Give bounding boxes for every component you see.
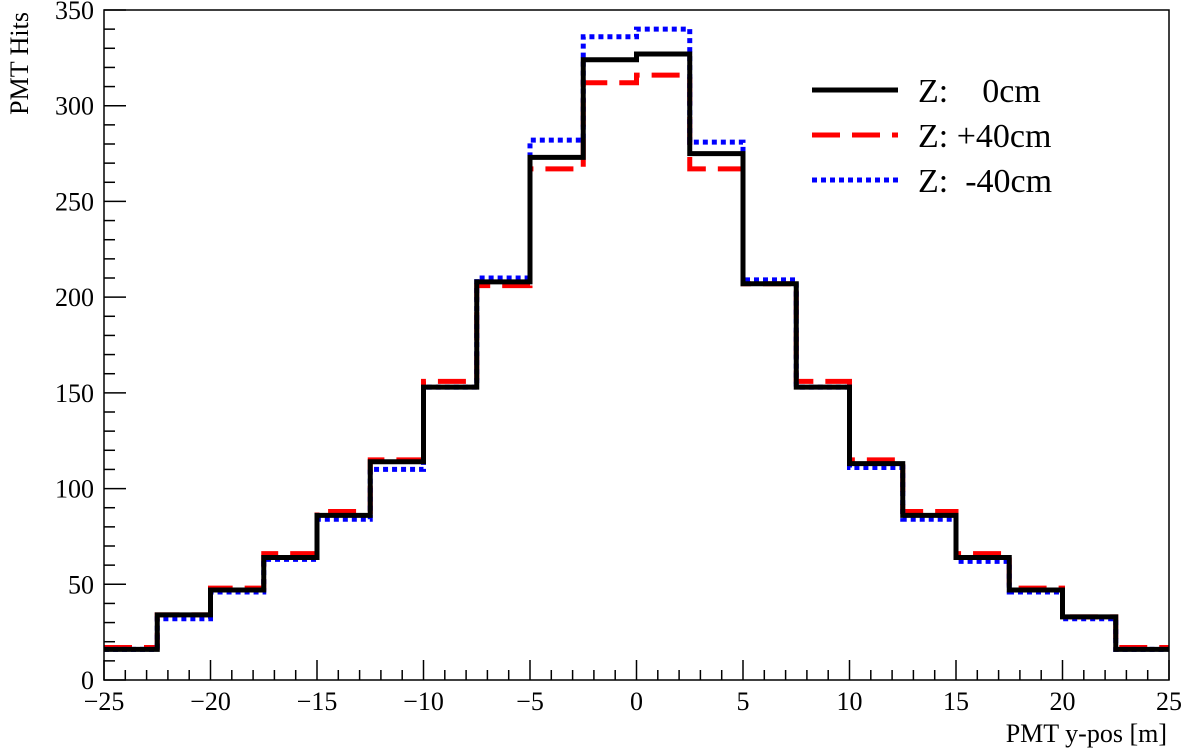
- legend-label: Z: 0cm: [918, 73, 1041, 110]
- y-tick-label: 150: [55, 379, 94, 408]
- y-tick-label: 200: [55, 283, 94, 312]
- x-tick-label: 25: [1156, 687, 1182, 716]
- x-tick-label: −25: [84, 687, 125, 716]
- y-tick-label: 350: [55, 0, 94, 25]
- y-tick-label: 50: [68, 570, 94, 599]
- x-tick-label: −10: [403, 687, 444, 716]
- y-tick-label: 300: [55, 92, 94, 121]
- x-tick-label: 10: [837, 687, 863, 716]
- y-tick-label: 250: [55, 187, 94, 216]
- x-axis-title: PMT y-pos [m]: [1006, 719, 1167, 748]
- y-tick-label: 100: [55, 475, 94, 504]
- legend-label: Z: -40cm: [918, 163, 1052, 200]
- x-tick-label: 5: [737, 687, 750, 716]
- x-tick-label: −20: [190, 687, 231, 716]
- x-tick-label: −15: [297, 687, 338, 716]
- series-line-dashed: [104, 72, 1169, 650]
- y-tick-label: 0: [81, 666, 94, 695]
- legend-label: Z: +40cm: [918, 118, 1051, 155]
- x-tick-label: 20: [1050, 687, 1076, 716]
- x-tick-label: 0: [630, 687, 643, 716]
- series-line-solid: [104, 51, 1169, 652]
- y-axis-title: PMT Hits: [5, 12, 34, 115]
- series-layer: [104, 26, 1169, 652]
- x-tick-label: −5: [516, 687, 544, 716]
- legend: Z: 0cm Z: +40cm Z: -40cm: [812, 73, 1052, 200]
- x-tick-label: 15: [943, 687, 969, 716]
- axis-layer: −25 −20 −15 −10 −5 0 5 10 15 20 250501001502002503…: [55, 0, 1182, 716]
